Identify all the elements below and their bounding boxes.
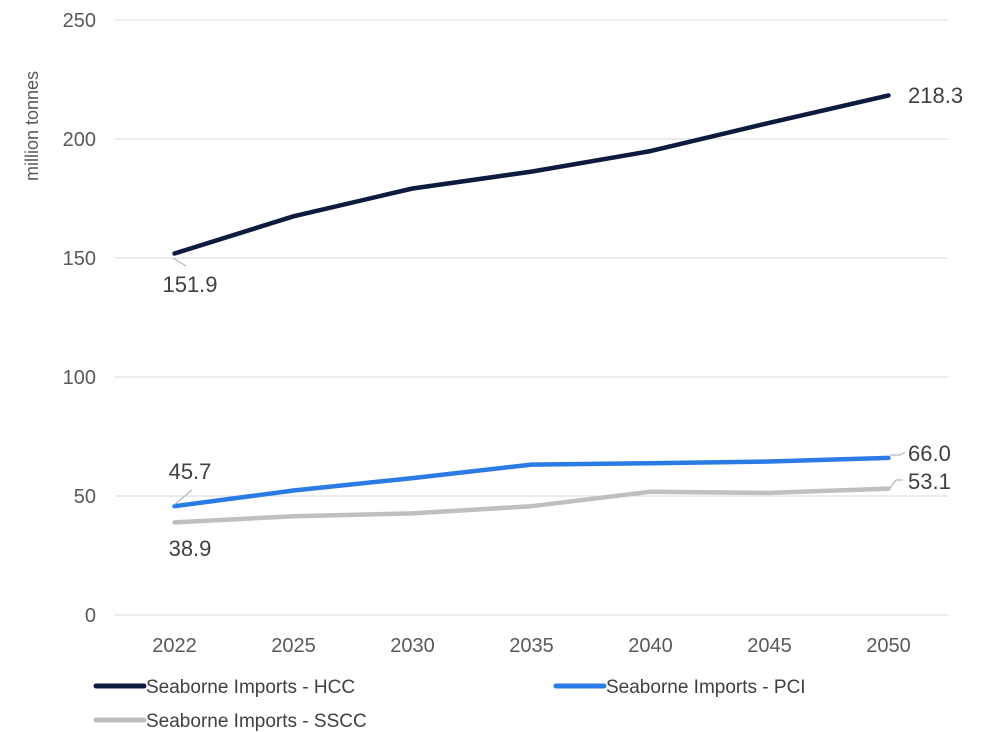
data-label: 38.9: [169, 536, 212, 561]
x-tick-label: 2050: [866, 635, 911, 657]
y-tick-label: 250: [63, 10, 96, 32]
x-tick-label: 2045: [747, 635, 792, 657]
x-tick-label: 2025: [271, 635, 316, 657]
x-tick-label: 2022: [152, 635, 197, 657]
leader-line: [889, 479, 903, 489]
data-label: 53.1: [908, 469, 951, 494]
legend-label: Seaborne Imports - SSCC: [146, 711, 367, 732]
y-tick-label: 200: [63, 129, 96, 151]
legend-item-pci: Seaborne Imports - PCI: [553, 677, 806, 698]
y-axis-title: million tonnes: [22, 71, 42, 181]
x-tick-label: 2040: [628, 635, 673, 657]
y-tick-label: 150: [63, 248, 96, 270]
data-label: 66.0: [908, 441, 951, 466]
legend-label: Seaborne Imports - HCC: [146, 677, 355, 698]
leader-line: [890, 451, 906, 456]
series-line-hcc: [172, 93, 891, 256]
series-lines: [172, 93, 891, 525]
y-tick-label: 0: [85, 605, 96, 627]
x-axis-ticks: 2022 2025 2030 2035 2040 2045 2050: [152, 635, 911, 657]
leader-line: [172, 257, 187, 267]
y-tick-label: 100: [63, 367, 96, 389]
legend-label: Seaborne Imports - PCI: [606, 677, 806, 698]
leader-line: [173, 489, 193, 506]
data-label: 218.3: [908, 83, 963, 108]
series-line-sscc: [172, 486, 891, 525]
data-labels: 151.9 218.3 45.7 66.0 38.9 53.1: [162, 83, 963, 561]
legend: Seaborne Imports - HCC Seaborne Imports -…: [93, 677, 806, 732]
x-tick-label: 2030: [390, 635, 435, 657]
legend-item-sscc: Seaborne Imports - SSCC: [93, 711, 367, 732]
y-tick-label: 50: [74, 486, 96, 508]
data-label: 45.7: [169, 459, 212, 484]
x-tick-label: 2035: [509, 635, 554, 657]
legend-item-hcc: Seaborne Imports - HCC: [93, 677, 355, 698]
series-line-pci: [172, 455, 891, 509]
y-axis-ticks: 0 50 100 150 200 250: [63, 10, 96, 627]
data-label: 151.9: [162, 272, 217, 297]
